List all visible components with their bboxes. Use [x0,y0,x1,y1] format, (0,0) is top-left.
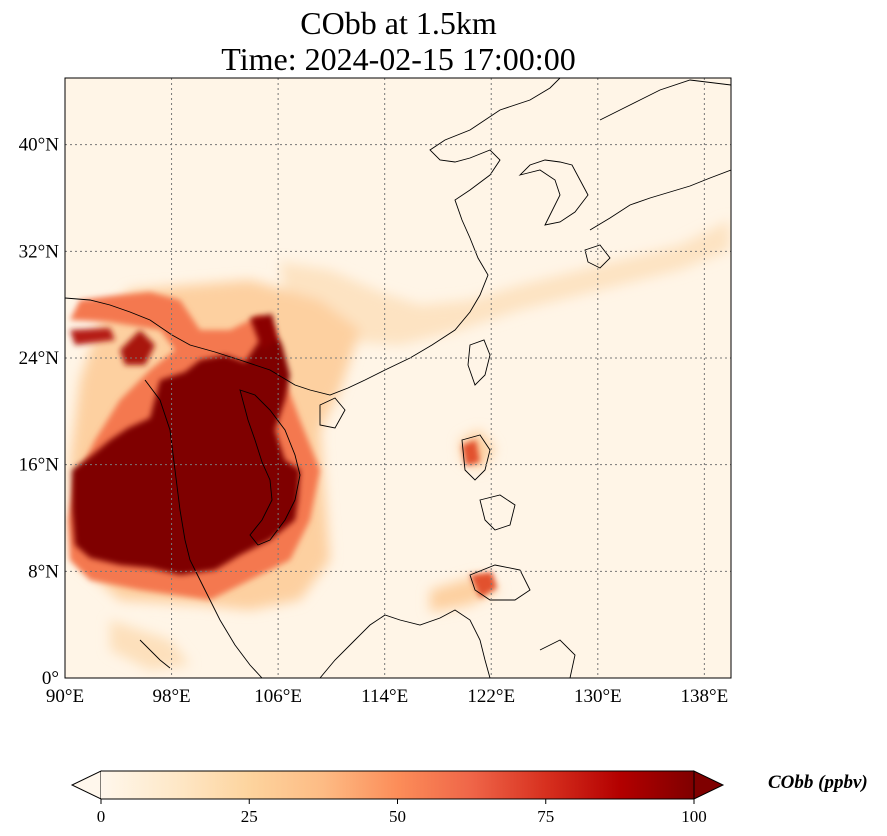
map-frame [64,77,732,679]
concentration-field [68,220,730,670]
lon-tick-label: 98°E [152,686,190,707]
colorbar-tick-label: 50 [389,807,406,826]
lat-tick-label: 16°N [19,455,60,476]
lat-tick-label: 8°N [28,561,59,582]
lon-tick-label: 138°E [681,686,729,707]
gridlines [65,78,731,678]
lon-tick-label: 122°E [467,686,515,707]
colorbar: 0 25 50 75 100 CObb (ppbv) [70,770,868,826]
lat-tick-label: 32°N [19,241,60,262]
colorbar-extend-high [693,770,725,800]
title-line-2: Time: 2024-02-15 17:00:00 [221,41,576,77]
colorbar-title: CObb (ppbv) [768,772,868,793]
lon-tick-label: 106°E [254,686,302,707]
lon-tick-label: 90°E [46,686,84,707]
dark-plume-core [70,314,300,575]
lon-tick-label: 114°E [361,686,408,707]
lat-tick-label: 40°N [19,135,60,156]
title-line-1: CObb at 1.5km [300,5,497,41]
colorbar-tick-labels: 0 25 50 75 100 [97,799,707,826]
coastlines [65,78,731,678]
lat-tick-label: 24°N [19,348,60,369]
lat-tick-label: 0° [42,668,59,689]
colorbar-body [101,771,694,799]
latitude-tick-labels: 0° 8°N 16°N 24°N 32°N 40°N [19,135,60,689]
colorbar-tick-label: 25 [241,807,258,826]
lon-tick-label: 130°E [574,686,622,707]
colorbar-tick-label: 0 [97,807,106,826]
colorbar-tick-label: 75 [537,807,554,826]
colorbar-extend-low [70,770,102,800]
longitude-tick-labels: 90°E 98°E 106°E 114°E 122°E 130°E 138°E [46,686,728,707]
colorbar-tick-label: 100 [681,807,707,826]
